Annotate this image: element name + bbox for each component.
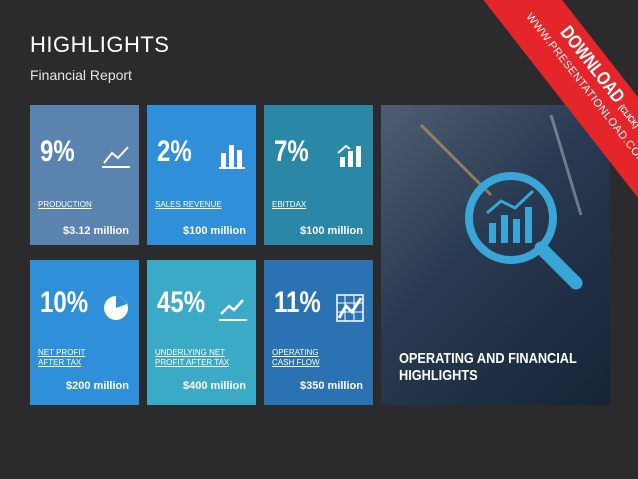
tile-value: $400 million xyxy=(183,380,246,392)
magnifier-ring xyxy=(465,172,557,264)
tile-percent: 45% xyxy=(157,286,206,319)
pen xyxy=(419,123,493,197)
tile-value: $100 million xyxy=(300,225,363,237)
tile-label-line: EBITDAX xyxy=(272,200,307,209)
tile-label-line: OPERATING xyxy=(272,348,319,357)
tile-icon xyxy=(219,141,247,174)
bar-icon xyxy=(513,219,520,243)
bar-icon xyxy=(501,215,508,243)
tile-label-line: UNDERLYING NET xyxy=(155,348,226,357)
magnifier-handle xyxy=(534,241,583,290)
tile-label-line: NET PROFIT xyxy=(38,348,86,357)
photo-panel: OPERATING AND FINANCIAL HIGHLIGHTS xyxy=(381,105,610,405)
tile: 45% UNDERLYING NET PROFIT AFTER TAX $400 mi… xyxy=(147,260,256,405)
tile-icon xyxy=(336,294,364,327)
tile-label-line: PROFIT AFTER TAX xyxy=(155,358,230,367)
tile-label: PRODUCTION xyxy=(38,200,92,210)
tile-icon xyxy=(102,141,130,174)
tile-value: $350 million xyxy=(300,380,363,392)
bar-icon xyxy=(525,207,532,243)
icon xyxy=(219,299,247,321)
tile-value: $3.12 million xyxy=(62,225,129,237)
icon xyxy=(102,146,130,168)
pen xyxy=(549,114,583,216)
tile: 11% OPERATING CASH FLOW $350 million xyxy=(264,260,373,405)
tile-label: UNDERLYING NET PROFIT AFTER TAX xyxy=(155,348,229,368)
tile-percent: 2% xyxy=(157,135,192,168)
panel-caption: OPERATING AND FINANCIAL HIGHLIGHTS xyxy=(399,350,577,384)
caption-line: HIGHLIGHTS xyxy=(399,367,478,384)
panel-art xyxy=(381,105,610,405)
tile-label: SALES REVENUE xyxy=(155,200,222,210)
icon xyxy=(337,144,361,167)
tile-percent: 9% xyxy=(40,135,75,168)
icon xyxy=(104,296,128,320)
tile: 9% PRODUCTION $3.12 million xyxy=(30,105,139,245)
tile-icon xyxy=(102,294,130,327)
tile-label: NET PROFIT AFTER TAX xyxy=(38,348,85,368)
tile-percent: 7% xyxy=(274,135,309,168)
tile-percent: 10% xyxy=(40,286,89,319)
tile-icon xyxy=(219,294,247,327)
tile-label-line: PRODUCTION xyxy=(38,200,92,209)
bar-icon xyxy=(489,223,496,243)
tile-label: OPERATING CASH FLOW xyxy=(272,348,320,368)
icon xyxy=(336,294,364,322)
icon xyxy=(219,145,245,169)
tile: 10% NET PROFIT AFTER TAX $200 million xyxy=(30,260,139,405)
title: HIGHLIGHTS xyxy=(30,32,170,57)
tile-icon xyxy=(336,141,364,174)
tile-value: $200 million xyxy=(66,380,129,392)
tile-label-line: SALES REVENUE xyxy=(155,200,222,209)
trend-icon xyxy=(486,189,535,215)
tile-percent: 11% xyxy=(274,286,321,319)
tile: 2% SALES REVENUE $100 million xyxy=(147,105,256,245)
tile-label-line: AFTER TAX xyxy=(38,358,82,367)
tile: 7% EBITDAX $100 million xyxy=(264,105,373,245)
subtitle: Financial Report xyxy=(30,67,132,83)
tile-label: EBITDAX xyxy=(272,200,306,210)
tile-label-line: CASH FLOW xyxy=(272,358,320,367)
tile-value: $100 million xyxy=(183,225,246,237)
caption-line: OPERATING AND FINANCIAL xyxy=(399,350,577,367)
